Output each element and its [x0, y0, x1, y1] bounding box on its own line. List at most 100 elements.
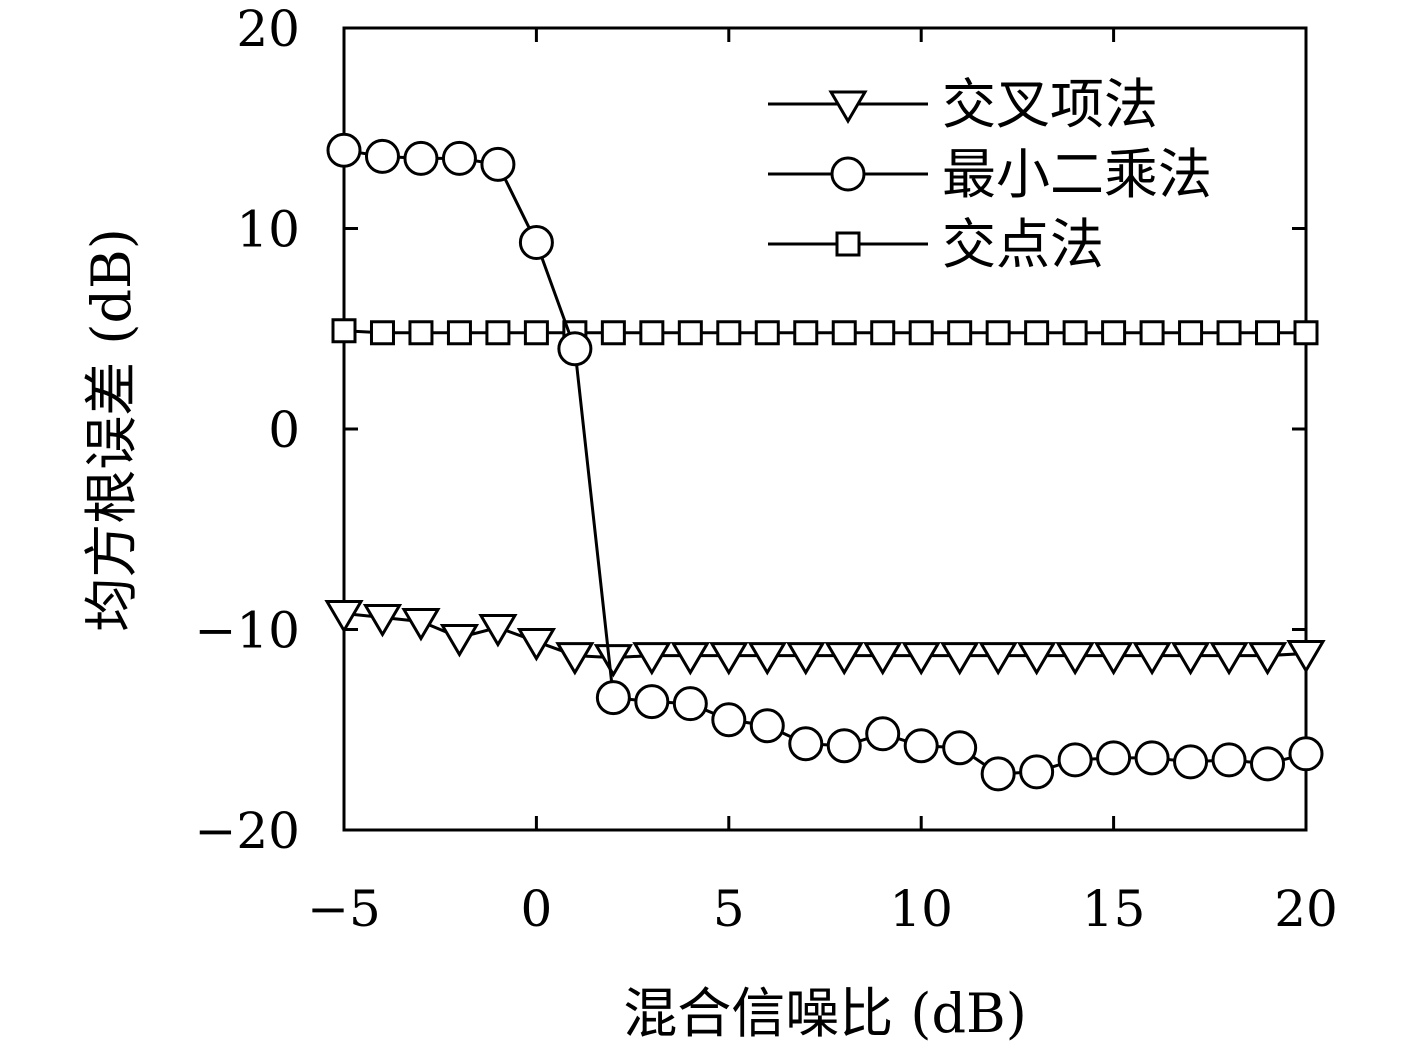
x-tick-label: 20	[1274, 880, 1338, 938]
data-point	[749, 708, 785, 744]
data-point	[326, 132, 362, 168]
legend-label: 交点法	[942, 213, 1104, 276]
legend-marker	[835, 231, 861, 257]
data-point	[786, 642, 826, 676]
x-tick-label: 0	[520, 880, 552, 938]
data-point	[1250, 746, 1286, 782]
data-point	[478, 613, 518, 648]
y-tick-label: 20	[236, 0, 300, 58]
data-point	[1132, 642, 1172, 676]
data-point	[595, 680, 631, 716]
data-point	[634, 684, 670, 720]
y-tick-label: 10	[236, 201, 300, 259]
data-point	[901, 642, 941, 676]
data-point	[324, 599, 364, 634]
data-point	[709, 642, 749, 676]
x-tick-label: 10	[889, 880, 953, 938]
data-point	[903, 728, 939, 764]
data-point	[908, 320, 934, 346]
data-point	[632, 642, 672, 676]
data-point	[523, 320, 549, 346]
x-tick-label: −5	[307, 880, 381, 938]
data-point	[1173, 744, 1209, 780]
data-point	[1101, 320, 1127, 346]
axes-layer: −5 0 5 10 15 20 −20 −10 0 10 20	[194, 0, 1337, 938]
data-point	[516, 628, 557, 662]
data-point	[1247, 642, 1288, 676]
data-point	[788, 726, 824, 762]
data-point	[1017, 642, 1057, 676]
data-point	[824, 642, 864, 676]
y-tick-label: 0	[268, 401, 300, 459]
data-point	[1057, 742, 1093, 778]
data-point	[600, 320, 626, 346]
data-point	[716, 320, 742, 346]
data-point	[446, 320, 472, 346]
legend-marker	[830, 156, 866, 192]
data-point	[1209, 642, 1249, 676]
data-point	[439, 624, 480, 658]
data-point	[870, 320, 896, 346]
legend-label: 交叉项法	[942, 73, 1158, 136]
legend-label: 最小二乘法	[942, 143, 1212, 206]
data-point	[1288, 736, 1324, 772]
data-point	[364, 138, 400, 174]
x-tick-label: 15	[1082, 880, 1146, 938]
data-point	[1139, 320, 1165, 346]
data-point	[942, 730, 978, 766]
data-point	[1019, 754, 1055, 790]
data-point	[1255, 320, 1281, 346]
data-point	[1055, 642, 1095, 676]
data-point	[369, 320, 395, 346]
legend-marker	[828, 90, 868, 124]
data-point	[863, 642, 903, 676]
data-point	[947, 320, 973, 346]
data-point	[1096, 740, 1132, 776]
data-point	[1134, 740, 1170, 776]
data-point	[1216, 320, 1242, 346]
data-point	[1170, 642, 1211, 676]
data-point	[1293, 320, 1319, 346]
data-point	[408, 320, 434, 346]
data-point	[747, 642, 787, 676]
data-point	[401, 607, 441, 642]
data-point	[555, 642, 595, 676]
data-point	[831, 320, 857, 346]
data-point	[403, 140, 439, 176]
data-point	[1093, 642, 1134, 676]
data-point	[793, 320, 819, 346]
data-point	[593, 644, 633, 678]
data-point	[711, 702, 747, 738]
data-point	[980, 756, 1016, 792]
data-point	[557, 331, 593, 367]
data-point	[1286, 640, 1326, 674]
data-point	[1062, 320, 1088, 346]
legend-entry: 交叉项法	[768, 73, 1158, 136]
data-point	[518, 225, 554, 261]
data-point	[865, 716, 901, 752]
data-point	[362, 603, 403, 638]
data-point	[331, 318, 357, 344]
legend-entry: 最小二乘法	[768, 143, 1212, 206]
data-point	[485, 320, 511, 346]
data-point	[1024, 320, 1050, 346]
data-point	[754, 320, 780, 346]
data-point	[441, 140, 477, 176]
data-point	[639, 320, 665, 346]
y-tick-label: −20	[194, 802, 300, 860]
series-layer	[324, 132, 1326, 792]
data-point	[670, 642, 710, 676]
data-point	[1211, 742, 1247, 778]
data-point	[940, 642, 980, 676]
data-point	[985, 320, 1011, 346]
y-axis-title: 均方根误差 (dB)	[80, 228, 143, 632]
x-axis-title: 混合信噪比 (dB)	[623, 982, 1027, 1045]
x-tick-label: 5	[713, 880, 745, 938]
series-square	[331, 318, 1319, 346]
data-point	[480, 146, 516, 182]
data-point	[677, 320, 703, 346]
legend-entry: 交点法	[768, 213, 1104, 276]
